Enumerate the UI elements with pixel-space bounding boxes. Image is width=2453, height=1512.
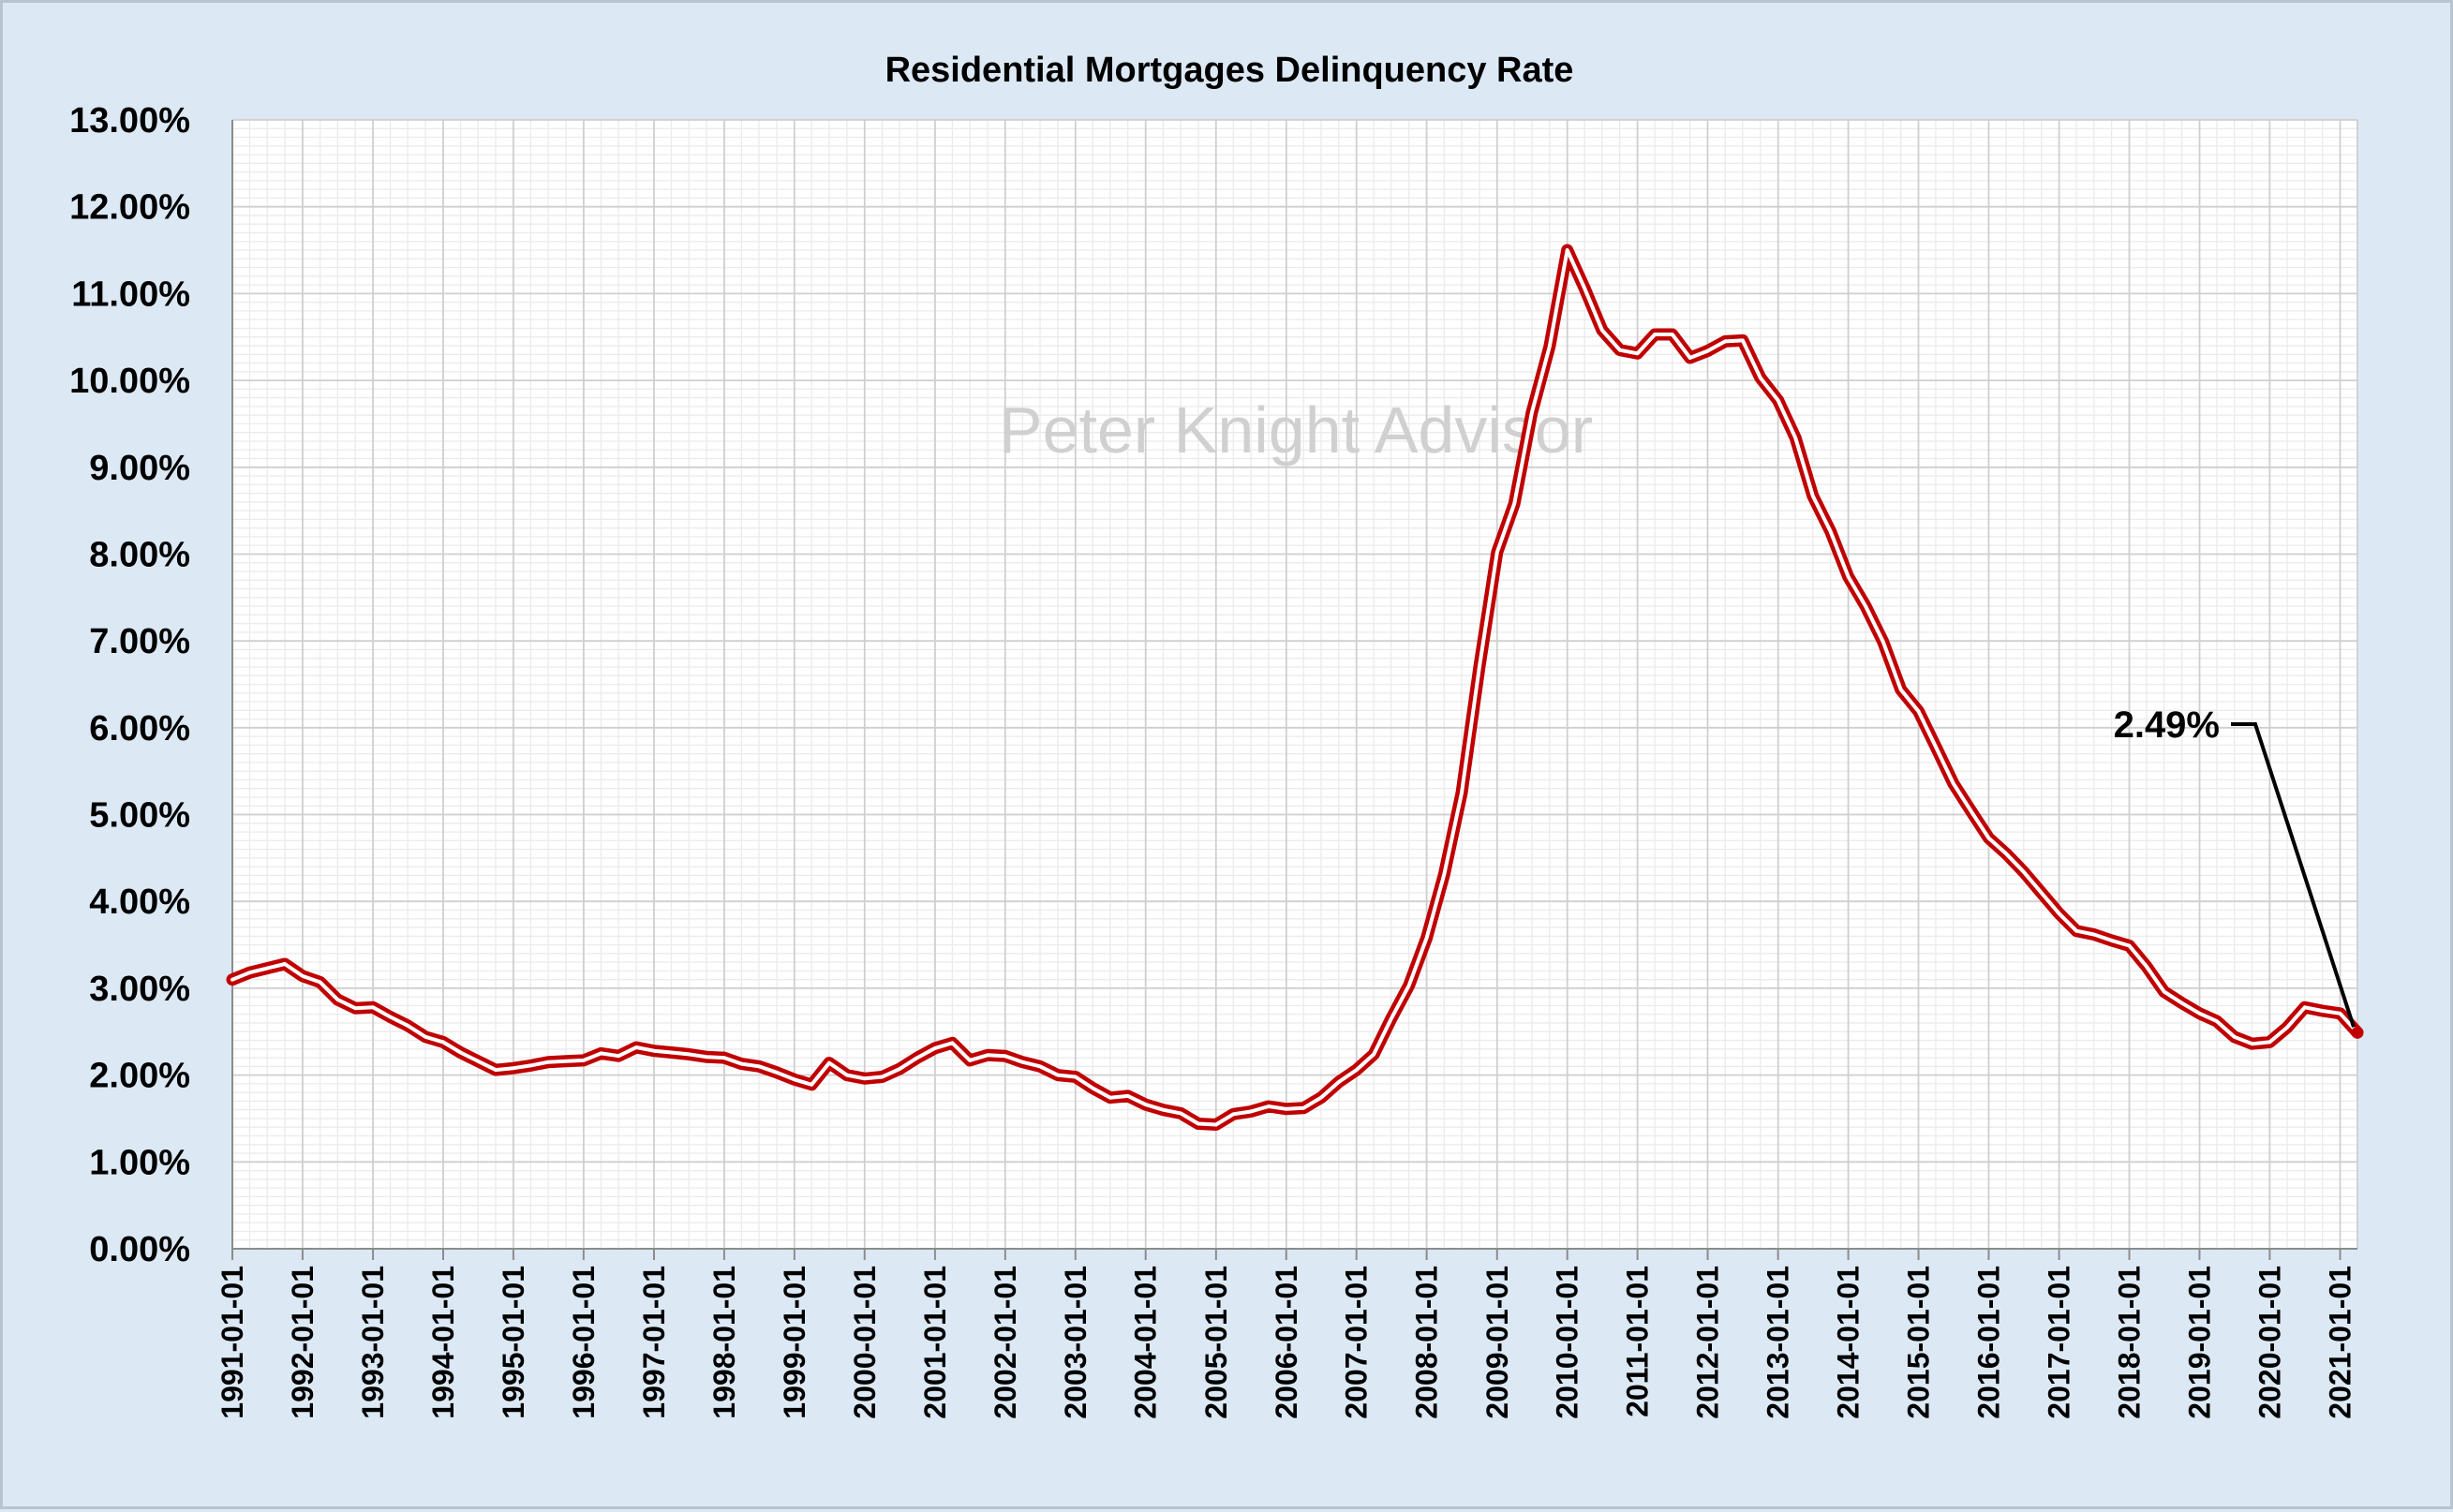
x-tick-label: 2020-01-01 — [2252, 1266, 2286, 1419]
x-tick-label: 2000-01-01 — [848, 1266, 882, 1419]
y-tick-label: 7.00% — [89, 622, 190, 661]
x-tick-label: 2012-01-01 — [1691, 1266, 1725, 1419]
x-tick-label: 2004-01-01 — [1129, 1266, 1163, 1419]
y-tick-label: 12.00% — [69, 188, 190, 228]
y-tick-label: 8.00% — [89, 535, 190, 574]
x-tick-label: 2011-01-01 — [1621, 1266, 1655, 1417]
x-tick-label: 2003-01-01 — [1059, 1266, 1093, 1419]
x-tick-label: 2016-01-01 — [1971, 1266, 2005, 1419]
annotation-label: 2.49% — [2114, 704, 2220, 746]
annotation-point — [2351, 1026, 2364, 1039]
annotation-leader — [2231, 722, 2356, 1028]
chart-title: Residential Mortgages Delinquency Rate — [885, 51, 1574, 90]
x-tick-label: 2006-01-01 — [1270, 1266, 1303, 1419]
major-grid — [231, 119, 2358, 1249]
x-tick-label: 2015-01-01 — [1902, 1266, 1936, 1419]
x-tick-label: 2019-01-01 — [2182, 1266, 2216, 1419]
x-tick-label: 1995-01-01 — [497, 1266, 530, 1419]
y-tick-label: 2.00% — [89, 1057, 190, 1096]
y-tick-label: 4.00% — [89, 882, 190, 922]
x-tick-label: 1996-01-01 — [567, 1266, 601, 1419]
y-tick-label: 3.00% — [89, 970, 190, 1009]
x-tick-label: 2007-01-01 — [1340, 1266, 1374, 1419]
x-tick-label: 1993-01-01 — [356, 1266, 390, 1419]
x-tick-label: 2013-01-01 — [1762, 1266, 1795, 1419]
x-tick-label: 2001-01-01 — [918, 1266, 952, 1419]
x-tick-label: 2018-01-01 — [2113, 1266, 2147, 1419]
x-tick-label: 2005-01-01 — [1199, 1266, 1233, 1419]
x-tick-label: 2017-01-01 — [2043, 1266, 2076, 1419]
y-tick-label: 0.00% — [89, 1230, 190, 1269]
watermark: Peter Knight Advisor — [999, 393, 1593, 467]
x-tick-label: 1997-01-01 — [637, 1266, 671, 1419]
y-tick-label: 9.00% — [89, 449, 190, 488]
x-tick-label: 2010-01-01 — [1551, 1266, 1584, 1419]
x-tick-label: 2002-01-01 — [989, 1266, 1022, 1419]
y-tick-label: 1.00% — [89, 1143, 190, 1182]
x-tick-label: 1992-01-01 — [286, 1266, 320, 1419]
series-line-inner — [230, 248, 2359, 1127]
line-chart: Residential Mortgages Delinquency Rate 0… — [69, 51, 2364, 1419]
y-tick-label: 11.00% — [71, 274, 190, 314]
x-tick-label: 1994-01-01 — [426, 1266, 460, 1419]
x-tick-label: 2009-01-01 — [1480, 1266, 1514, 1419]
y-tick-label: 13.00% — [69, 101, 190, 141]
x-tick-label: 2008-01-01 — [1410, 1266, 1444, 1419]
x-tick-label: 2021-01-01 — [2324, 1266, 2357, 1419]
y-tick-label: 10.00% — [69, 362, 190, 401]
x-tick-label: 1999-01-01 — [778, 1266, 811, 1419]
x-tick-label: 1991-01-01 — [216, 1266, 249, 1419]
x-tick-label: 2014-01-01 — [1832, 1266, 1866, 1419]
x-tick-label: 1998-01-01 — [707, 1266, 741, 1419]
y-tick-label: 6.00% — [89, 709, 190, 749]
y-tick-label: 5.00% — [89, 796, 190, 836]
minor-grid — [232, 120, 2358, 1249]
